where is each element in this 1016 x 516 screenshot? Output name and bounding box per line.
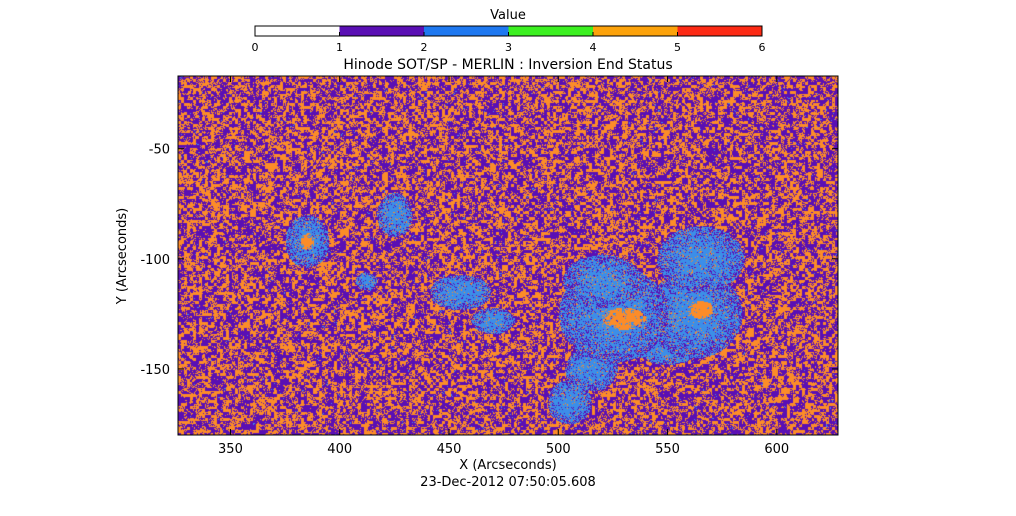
colorbar-segment <box>677 26 762 36</box>
colorbar-tick-label: 0 <box>252 41 259 54</box>
colorbar-tick-label: 6 <box>759 41 766 54</box>
colorbar-tick-label: 1 <box>336 41 343 54</box>
y-tick-label: -150 <box>140 363 170 378</box>
x-tick-label: 500 <box>546 442 571 457</box>
y-axis: -50 -100 -150 <box>140 143 838 378</box>
plot-frame <box>177 75 839 436</box>
colorbar-segment <box>339 26 424 36</box>
colorbar-tick-label: 2 <box>421 41 428 54</box>
colorbar-segment <box>424 26 509 36</box>
x-axis: 350 400 450 500 550 600 <box>218 76 789 457</box>
colorbar-label: Value <box>490 8 526 23</box>
y-axis-label: Y (Arcseconds) <box>115 208 130 305</box>
x-tick-label: 350 <box>218 442 243 457</box>
chart-title: Hinode SOT/SP - MERLIN : Inversion End S… <box>343 57 672 73</box>
colorbar-segment <box>593 26 678 36</box>
x-tick-label: 550 <box>655 442 680 457</box>
x-tick-label: 400 <box>327 442 352 457</box>
x-axis-label: X (Arcseconds) <box>459 458 556 473</box>
x-tick-label: 600 <box>764 442 789 457</box>
colorbar-segment <box>255 26 340 36</box>
colorbar: Value 0 1 2 3 4 5 6 <box>252 8 766 54</box>
colorbar-segments <box>255 26 762 36</box>
y-tick-label: -50 <box>149 143 170 158</box>
x-tick-label: 450 <box>437 442 462 457</box>
colorbar-ticks: 0 1 2 3 4 5 6 <box>252 32 766 54</box>
colorbar-tick-label: 3 <box>505 41 512 54</box>
colorbar-tick-label: 5 <box>674 41 681 54</box>
observation-timestamp: 23-Dec-2012 07:50:05.608 <box>420 475 596 490</box>
plot-area: 350 400 450 500 550 600 -50 -100 -150 <box>140 75 839 457</box>
y-tick-label: -100 <box>140 253 170 268</box>
heatmap-image <box>178 76 838 435</box>
colorbar-segment <box>508 26 593 36</box>
colorbar-tick-label: 4 <box>590 41 597 54</box>
